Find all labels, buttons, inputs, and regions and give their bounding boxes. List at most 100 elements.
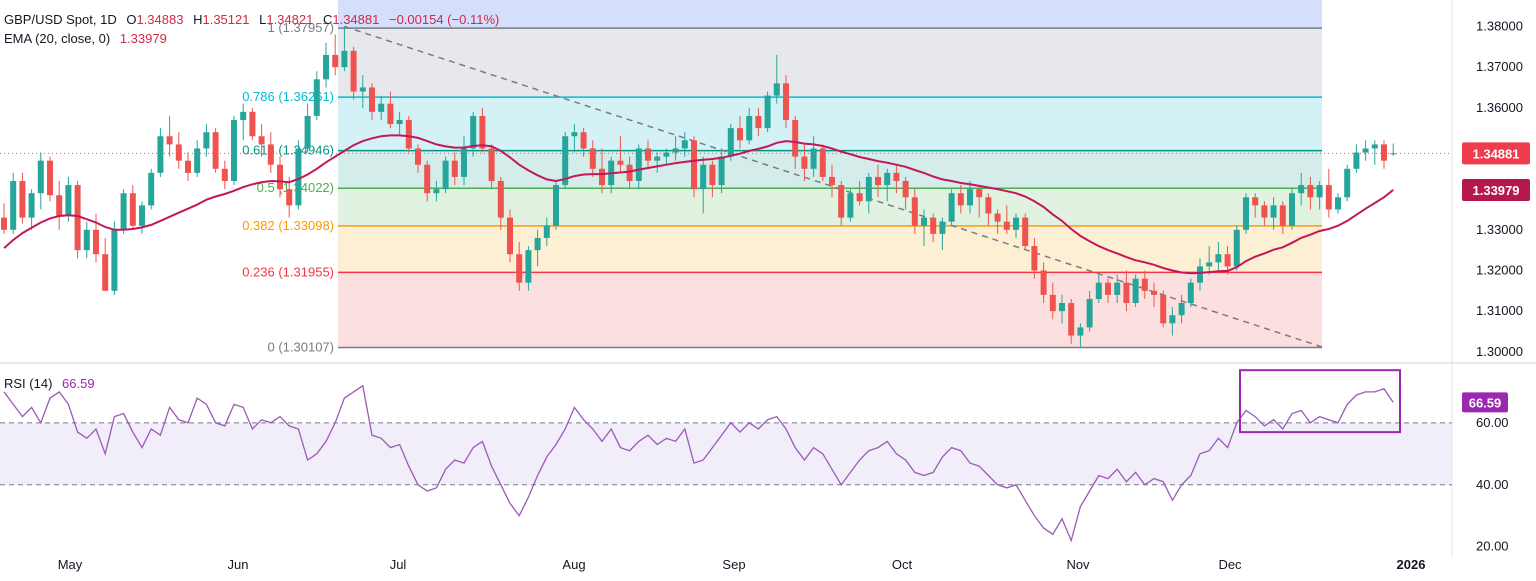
candle-body <box>985 197 992 214</box>
candle-body <box>1022 217 1029 247</box>
candle-body <box>249 111 256 137</box>
rsi-tick-label: 40.00 <box>1476 477 1509 492</box>
rsi-tick-label: 60.00 <box>1476 415 1509 430</box>
symbol-legend: GBP/USD Spot, 1D O1.34883 H1.35121 L1.34… <box>4 12 505 27</box>
candle-body <box>451 160 458 177</box>
candle-body <box>875 176 881 186</box>
rsi-tick-label: 20.00 <box>1476 539 1509 554</box>
candle-body <box>948 193 955 222</box>
candle-body <box>1031 246 1038 271</box>
candle-body <box>1160 294 1167 324</box>
candle-body <box>930 217 937 234</box>
candle-body <box>405 119 412 149</box>
candle-body <box>976 189 983 198</box>
candle-body <box>148 172 155 206</box>
candle-body <box>1381 144 1387 161</box>
candle-body <box>1114 282 1121 295</box>
candle-body <box>1151 290 1157 295</box>
candle-body <box>1040 270 1047 295</box>
candle-body <box>939 221 946 234</box>
candle-body <box>1224 254 1231 267</box>
candle-body <box>488 148 495 181</box>
candle-body <box>433 189 440 194</box>
high-number: 1.35121 <box>202 12 250 27</box>
candle-body <box>635 148 642 181</box>
close-value: C1.34881 <box>323 12 379 27</box>
rsi-legend-value: 66.59 <box>62 376 95 391</box>
x-axis-label: Sep <box>722 557 745 572</box>
candle-body <box>829 176 835 186</box>
candle-body <box>1252 197 1259 206</box>
rsi-label: RSI (14) <box>4 376 53 391</box>
candle-body <box>801 156 808 169</box>
candle-body <box>1169 315 1176 324</box>
fib-zone-0.786 <box>338 97 1322 151</box>
candle-body <box>1298 185 1305 194</box>
x-axis-label: Oct <box>892 557 913 572</box>
candle-body <box>120 193 127 230</box>
candle-body <box>175 144 182 161</box>
x-axis-label: May <box>58 557 83 572</box>
open-value: O1.34883 <box>126 12 183 27</box>
candle-body <box>921 217 927 226</box>
price-tick-label: 1.33000 <box>1476 222 1523 237</box>
candle-body <box>461 148 467 177</box>
candle-body <box>792 119 799 157</box>
candle-body <box>1 217 7 230</box>
candle-body <box>1261 205 1268 218</box>
change-value: −0.00154 (−0.11%) <box>388 12 500 27</box>
candle-body <box>1362 148 1369 153</box>
candle-body <box>267 144 274 165</box>
candle-body <box>626 164 633 181</box>
candle-body <box>111 229 118 291</box>
candle-body <box>47 160 53 196</box>
x-axis-label: 2026 <box>1397 557 1426 572</box>
candle-body <box>424 164 431 194</box>
candle-body <box>157 136 164 173</box>
candle-body <box>231 119 237 181</box>
candle-body <box>571 132 578 137</box>
candle-body <box>893 172 900 181</box>
candle-body <box>37 160 44 194</box>
x-axis-label: Jul <box>390 557 407 572</box>
candle-body <box>378 103 385 112</box>
candle-body <box>1270 205 1277 218</box>
fib-zone-0.236 <box>338 272 1322 348</box>
candle-body <box>727 128 734 157</box>
candle-body <box>957 193 964 206</box>
fib-zone-0.5 <box>338 188 1322 226</box>
candle-body <box>313 79 320 116</box>
candle-body <box>194 148 201 173</box>
candle-body <box>286 189 293 206</box>
fib-label-1: 1 (1.37957) <box>268 20 335 35</box>
candle-body <box>56 195 63 216</box>
candle-body <box>93 229 99 255</box>
candle-body <box>810 148 817 169</box>
candle-body <box>129 193 136 226</box>
candle-body <box>737 128 743 141</box>
low-value: L1.34821 <box>259 12 313 27</box>
candle-body <box>1187 282 1194 304</box>
candle-body <box>1077 327 1084 336</box>
open-label: O <box>126 12 137 27</box>
candle-body <box>994 213 1001 222</box>
x-axis-label: Jun <box>228 557 249 572</box>
price-tick-label: 1.38000 <box>1476 18 1523 33</box>
low-label: L <box>259 12 267 27</box>
candle-body <box>102 254 109 291</box>
price-marker: 1.34881 <box>1473 146 1520 161</box>
ema-legend: EMA (20, close, 0) 1.33979 <box>4 31 173 46</box>
candle-body <box>1178 303 1185 316</box>
candle-body <box>1390 153 1397 155</box>
candle-body <box>185 160 191 173</box>
fib-label-0.236: 0.236 (1.31955) <box>242 264 334 279</box>
price-tick-label: 1.30000 <box>1476 344 1523 359</box>
candle-body <box>1307 185 1314 198</box>
candle-body <box>332 54 339 68</box>
candle-body <box>507 217 513 255</box>
candle-body <box>277 164 283 190</box>
open-number: 1.34883 <box>136 12 184 27</box>
rsi-line <box>3 384 1394 543</box>
candle-body <box>203 132 210 149</box>
